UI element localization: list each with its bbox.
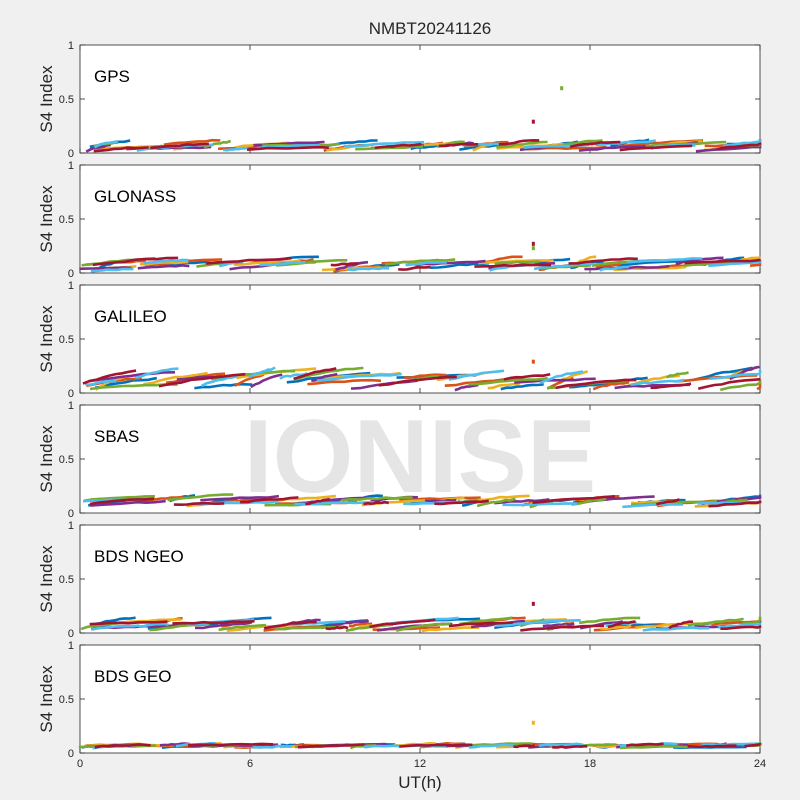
series-trace	[92, 256, 761, 271]
series-trace	[94, 742, 762, 749]
panel-label: SBAS	[94, 427, 139, 446]
watermark: IONISE	[244, 399, 597, 515]
panel-label: GALILEO	[94, 307, 167, 326]
outlier-point	[531, 601, 535, 606]
panels-group: 0 0.5 1 S4 Index GPS 0 0.5 1 S4 Index GLONASS 0 0.5…	[37, 40, 762, 760]
y-tick-label: 0	[68, 268, 74, 280]
y-axis-label: S4 Index	[37, 185, 56, 253]
y-tick-label: 0.5	[59, 334, 74, 346]
y-tick-label: 0.5	[59, 454, 74, 466]
figure-title: NMBT20241126	[369, 19, 492, 38]
panel-sbas: 0 0.5 1 S4 Index SBAS	[37, 400, 762, 520]
panel-bds-ngeo: 0 0.5 1 S4 Index BDS NGEO	[37, 520, 762, 640]
y-tick-label: 0.5	[59, 574, 74, 586]
x-tick-label: 12	[414, 758, 426, 770]
y-tick-label: 1	[68, 400, 74, 412]
y-axis-label: S4 Index	[37, 305, 56, 373]
panel-label: GPS	[94, 67, 130, 86]
series-trace	[85, 366, 762, 388]
panel-bds-geo: 0 0.5 1 S4 Index BDS GEO	[37, 640, 762, 760]
x-tick-label: 24	[754, 758, 766, 770]
panel-label: BDS GEO	[94, 667, 171, 686]
panel-glonass: 0 0.5 1 S4 Index GLONASS	[37, 160, 762, 280]
y-tick-label: 1	[68, 160, 74, 172]
y-tick-label: 1	[68, 640, 74, 652]
y-tick-label: 1	[68, 520, 74, 532]
y-tick-label: 0.5	[59, 214, 74, 226]
panel-galileo: 0 0.5 1 S4 Index GALILEO	[37, 280, 762, 400]
outlier-point	[560, 86, 564, 91]
y-tick-label: 0	[68, 148, 74, 160]
y-tick-label: 0	[68, 508, 74, 520]
outlier-point	[531, 720, 535, 725]
y-axis-label: S4 Index	[37, 425, 56, 493]
y-axis-label: S4 Index	[37, 545, 56, 613]
panel-gps: 0 0.5 1 S4 Index GPS	[37, 40, 762, 160]
panel-label: BDS NGEO	[94, 547, 184, 566]
panel-axes-box	[79, 644, 761, 754]
y-tick-label: 0.5	[59, 94, 74, 106]
x-tick-label: 0	[77, 758, 83, 770]
panel-axes-box	[79, 524, 761, 634]
outlier-point	[531, 246, 535, 251]
y-tick-label: 0	[68, 388, 74, 400]
panel-axes-box	[79, 44, 761, 154]
series-trace	[89, 495, 762, 508]
outlier-point	[531, 119, 535, 124]
series-trace	[93, 138, 762, 153]
y-tick-label: 0	[68, 748, 74, 760]
series-trace	[82, 367, 761, 390]
outlier-point	[531, 359, 535, 364]
x-tick-label: 18	[584, 758, 596, 770]
x-axis-label: UT(h)	[398, 773, 441, 792]
panel-axes-box	[79, 164, 761, 274]
x-axis: 0 6 12 18 24	[77, 758, 766, 770]
x-tick-label: 6	[247, 758, 253, 770]
y-axis-label: S4 Index	[37, 65, 56, 133]
y-tick-label: 1	[68, 280, 74, 292]
y-tick-label: 1	[68, 40, 74, 52]
y-tick-label: 0.5	[59, 694, 74, 706]
panel-label: GLONASS	[94, 187, 176, 206]
series-trace	[89, 618, 762, 632]
y-tick-label: 0	[68, 628, 74, 640]
outlier-point	[531, 241, 535, 246]
y-axis-label: S4 Index	[37, 665, 56, 733]
